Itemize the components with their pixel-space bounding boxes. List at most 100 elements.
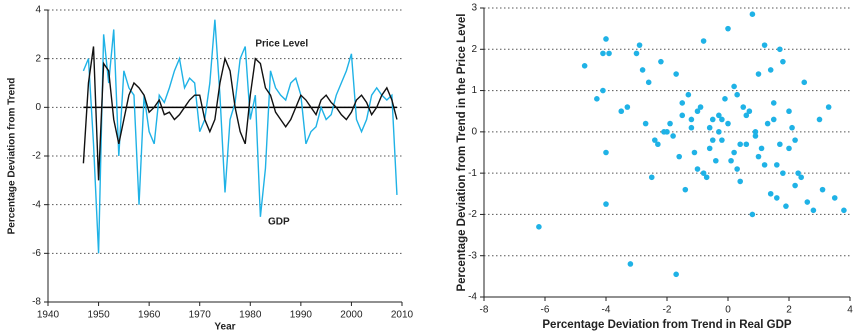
y-tick-label: 4 <box>35 5 41 16</box>
x-tick-label: 1950 <box>87 310 110 321</box>
y-axis-label: Percentage Deviation from Trend <box>7 78 18 235</box>
point <box>819 186 826 193</box>
x-axis-label: Percentage Deviation from Trend in Real … <box>542 319 792 331</box>
y-tick-label: -2 <box>468 209 477 220</box>
point <box>767 67 774 73</box>
y-tick-label: -2 <box>32 151 41 162</box>
y-tick-label: -3 <box>468 250 477 261</box>
point <box>694 166 701 172</box>
point <box>642 120 649 127</box>
point <box>725 120 731 127</box>
point <box>777 46 783 53</box>
point <box>770 116 777 123</box>
point <box>786 108 792 115</box>
point <box>673 71 679 77</box>
point <box>831 195 838 201</box>
y-axis-label: Percentage Deviation from Trend in the P… <box>456 13 468 291</box>
x-tick-label: 2 <box>786 305 792 316</box>
annotation: GDP <box>268 216 290 227</box>
point <box>682 186 689 193</box>
point <box>743 141 750 148</box>
point <box>792 137 798 143</box>
point <box>624 104 631 110</box>
point <box>636 42 643 48</box>
x-axis-label: Year <box>214 322 235 333</box>
point <box>639 67 646 73</box>
point <box>749 211 756 218</box>
point <box>694 108 701 115</box>
point <box>652 137 658 143</box>
point <box>810 207 817 214</box>
point <box>679 100 686 106</box>
point <box>780 170 786 176</box>
x-tick-label: 1960 <box>138 310 161 321</box>
x-tick-label: 2000 <box>340 310 363 321</box>
point <box>746 108 753 115</box>
point <box>722 96 728 102</box>
annotation: Price Level <box>255 39 308 50</box>
point <box>764 120 771 127</box>
y-tick-label: -4 <box>468 292 477 303</box>
point <box>667 120 673 127</box>
point <box>737 178 743 185</box>
point <box>691 149 698 156</box>
x-tick-label: -4 <box>602 305 611 316</box>
point <box>676 153 682 160</box>
y-tick-label: 0 <box>35 102 41 113</box>
y-tick-label: 2 <box>471 44 477 55</box>
point <box>606 50 612 57</box>
point <box>670 133 676 139</box>
x-tick-label: -6 <box>541 305 550 316</box>
point <box>780 58 786 65</box>
point <box>645 79 652 86</box>
x-tick-label: -2 <box>663 305 672 316</box>
point <box>661 129 667 135</box>
point <box>758 145 765 152</box>
y-tick-label: 2 <box>35 53 41 64</box>
point <box>752 129 759 135</box>
point <box>600 50 606 57</box>
point <box>719 116 725 123</box>
point <box>725 25 731 32</box>
point <box>627 261 634 267</box>
point <box>685 91 692 98</box>
point <box>786 145 792 152</box>
point <box>648 174 655 181</box>
point <box>801 79 808 86</box>
point <box>658 58 664 65</box>
point <box>743 112 750 119</box>
point <box>752 133 759 139</box>
point <box>600 87 606 94</box>
point <box>770 100 777 106</box>
point <box>774 162 780 168</box>
y-tick-label: 1 <box>471 85 477 96</box>
x-tick-label: 4 <box>847 305 853 316</box>
point <box>767 190 774 197</box>
point <box>716 129 722 135</box>
point <box>700 170 707 176</box>
x-tick-label: 1940 <box>37 310 60 321</box>
point <box>703 174 710 181</box>
point <box>709 137 716 143</box>
point <box>749 11 756 17</box>
point <box>713 157 719 164</box>
y-tick-label: 0 <box>471 126 477 137</box>
point <box>783 203 789 209</box>
point <box>731 83 737 90</box>
point <box>697 104 704 110</box>
point <box>709 116 716 123</box>
point <box>716 112 722 119</box>
point <box>795 170 801 176</box>
point <box>603 36 609 42</box>
point <box>688 116 695 123</box>
series-line <box>82 46 398 181</box>
point <box>581 63 588 69</box>
x-tick-label: 1970 <box>189 310 212 321</box>
point <box>798 174 804 181</box>
series-line <box>82 19 398 254</box>
point <box>688 124 695 131</box>
y-tick-label: -4 <box>32 199 41 210</box>
point <box>731 149 737 156</box>
y-tick-label: -6 <box>32 248 41 259</box>
